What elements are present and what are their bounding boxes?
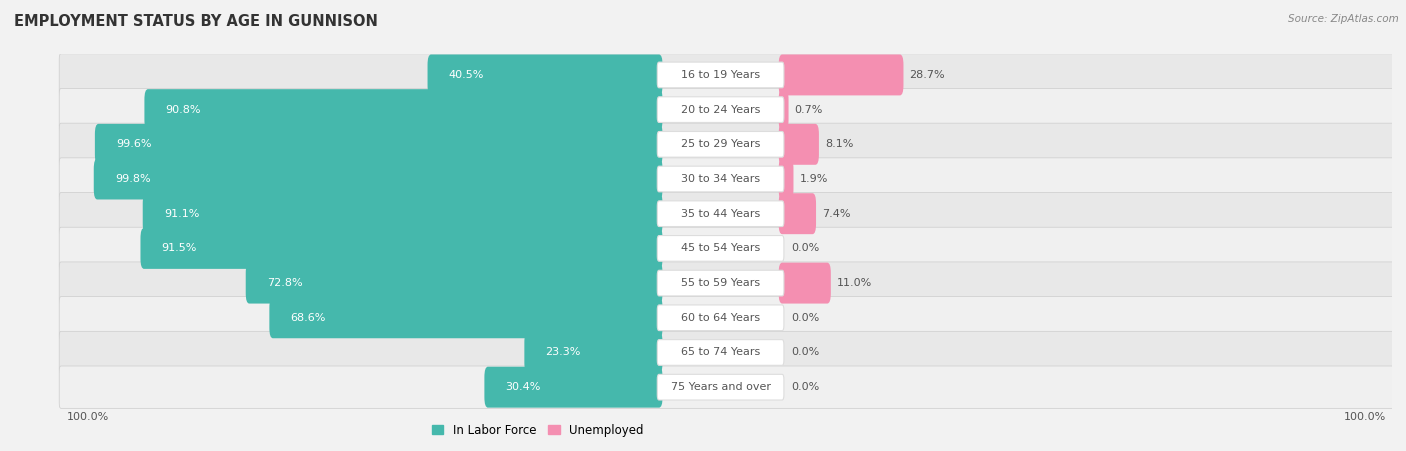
- Text: 11.0%: 11.0%: [837, 278, 872, 288]
- Text: 28.7%: 28.7%: [910, 70, 945, 80]
- FancyBboxPatch shape: [657, 97, 785, 123]
- FancyBboxPatch shape: [657, 305, 785, 331]
- FancyBboxPatch shape: [657, 374, 785, 400]
- Text: 68.6%: 68.6%: [291, 313, 326, 323]
- FancyBboxPatch shape: [246, 262, 662, 304]
- FancyBboxPatch shape: [485, 367, 662, 408]
- FancyBboxPatch shape: [143, 193, 662, 234]
- Text: 99.8%: 99.8%: [115, 174, 150, 184]
- FancyBboxPatch shape: [59, 331, 1393, 373]
- FancyBboxPatch shape: [94, 124, 662, 165]
- FancyBboxPatch shape: [779, 193, 815, 234]
- FancyBboxPatch shape: [59, 262, 1393, 304]
- Text: 90.8%: 90.8%: [166, 105, 201, 115]
- FancyBboxPatch shape: [779, 159, 793, 199]
- FancyBboxPatch shape: [779, 124, 818, 165]
- FancyBboxPatch shape: [657, 62, 785, 88]
- Text: 0.0%: 0.0%: [792, 313, 820, 323]
- FancyBboxPatch shape: [657, 235, 785, 261]
- FancyBboxPatch shape: [524, 332, 662, 373]
- FancyBboxPatch shape: [657, 132, 785, 157]
- Text: 75 Years and over: 75 Years and over: [671, 382, 770, 392]
- FancyBboxPatch shape: [59, 54, 1393, 96]
- Text: Source: ZipAtlas.com: Source: ZipAtlas.com: [1288, 14, 1399, 23]
- FancyBboxPatch shape: [59, 366, 1393, 408]
- FancyBboxPatch shape: [59, 123, 1393, 166]
- Text: 8.1%: 8.1%: [825, 139, 853, 149]
- FancyBboxPatch shape: [59, 227, 1393, 270]
- Text: 1.9%: 1.9%: [800, 174, 828, 184]
- Text: 0.0%: 0.0%: [792, 347, 820, 358]
- FancyBboxPatch shape: [779, 89, 789, 130]
- Text: 16 to 19 Years: 16 to 19 Years: [681, 70, 761, 80]
- FancyBboxPatch shape: [779, 262, 831, 304]
- Text: 91.5%: 91.5%: [162, 244, 197, 253]
- FancyBboxPatch shape: [59, 297, 1393, 339]
- Text: 35 to 44 Years: 35 to 44 Years: [681, 209, 761, 219]
- FancyBboxPatch shape: [657, 166, 785, 192]
- FancyBboxPatch shape: [94, 159, 662, 199]
- Text: 99.6%: 99.6%: [115, 139, 152, 149]
- Text: 45 to 54 Years: 45 to 54 Years: [681, 244, 761, 253]
- FancyBboxPatch shape: [657, 201, 785, 226]
- Text: 65 to 74 Years: 65 to 74 Years: [681, 347, 761, 358]
- FancyBboxPatch shape: [779, 55, 904, 96]
- Text: 30 to 34 Years: 30 to 34 Years: [681, 174, 761, 184]
- Text: 60 to 64 Years: 60 to 64 Years: [681, 313, 761, 323]
- FancyBboxPatch shape: [145, 89, 662, 130]
- FancyBboxPatch shape: [270, 297, 662, 338]
- Text: 20 to 24 Years: 20 to 24 Years: [681, 105, 761, 115]
- FancyBboxPatch shape: [141, 228, 662, 269]
- Text: 100.0%: 100.0%: [67, 412, 110, 422]
- Text: 100.0%: 100.0%: [1344, 412, 1386, 422]
- Text: 55 to 59 Years: 55 to 59 Years: [681, 278, 761, 288]
- Text: EMPLOYMENT STATUS BY AGE IN GUNNISON: EMPLOYMENT STATUS BY AGE IN GUNNISON: [14, 14, 378, 28]
- Legend: In Labor Force, Unemployed: In Labor Force, Unemployed: [427, 419, 648, 442]
- Text: 0.0%: 0.0%: [792, 382, 820, 392]
- Text: 23.3%: 23.3%: [546, 347, 581, 358]
- Text: 91.1%: 91.1%: [165, 209, 200, 219]
- Text: 40.5%: 40.5%: [449, 70, 484, 80]
- Text: 72.8%: 72.8%: [267, 278, 302, 288]
- FancyBboxPatch shape: [657, 340, 785, 365]
- FancyBboxPatch shape: [427, 55, 662, 96]
- Text: 0.0%: 0.0%: [792, 244, 820, 253]
- FancyBboxPatch shape: [59, 158, 1393, 200]
- Text: 25 to 29 Years: 25 to 29 Years: [681, 139, 761, 149]
- Text: 30.4%: 30.4%: [506, 382, 541, 392]
- Text: 0.7%: 0.7%: [794, 105, 823, 115]
- FancyBboxPatch shape: [59, 193, 1393, 235]
- FancyBboxPatch shape: [657, 270, 785, 296]
- Text: 7.4%: 7.4%: [823, 209, 851, 219]
- FancyBboxPatch shape: [59, 88, 1393, 131]
